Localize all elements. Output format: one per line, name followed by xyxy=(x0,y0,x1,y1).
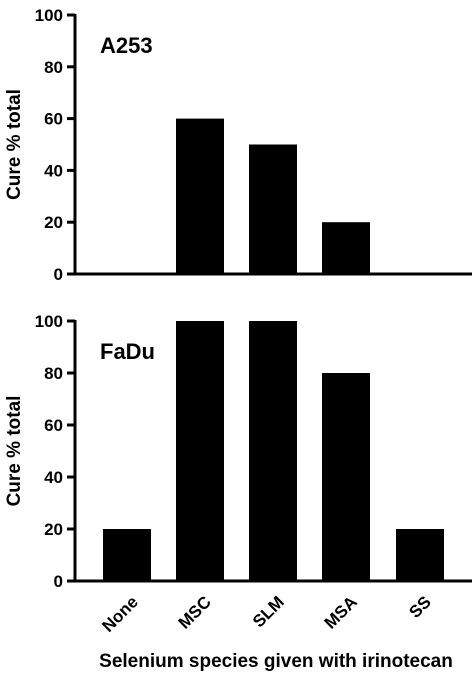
y-axis-title: Cure % total xyxy=(4,396,25,507)
x-axis-title: Selenium species given with irinotecan xyxy=(99,651,453,672)
x-tick-label-slm: SLM xyxy=(249,592,288,631)
y-tick-label: 20 xyxy=(44,213,63,232)
y-tick-label: 80 xyxy=(44,58,63,77)
chart-panel-fadu: 0 20 40 60 80 100 Cure % total FaDu None MSC SLM MS… xyxy=(4,312,472,636)
bar-msc xyxy=(176,118,224,274)
x-tick-label-msa: MSA xyxy=(321,592,361,632)
y-tick-label: 0 xyxy=(54,265,63,284)
y-tick-label: 40 xyxy=(44,161,63,180)
bar-msa xyxy=(322,222,370,274)
bar-slm xyxy=(249,144,297,274)
chart-panel-a253: 0 20 40 60 80 100 Cure % total A253 xyxy=(4,6,472,284)
y-axis-title: Cure % total xyxy=(4,89,25,200)
x-tick-label-msc: MSC xyxy=(175,592,215,632)
panel-label: FaDu xyxy=(100,339,155,364)
y-tick-label: 100 xyxy=(35,312,63,331)
y-tick-label: 60 xyxy=(44,110,63,129)
bar-msa xyxy=(322,373,370,581)
bar-msc xyxy=(176,321,224,581)
x-tick-label-none: None xyxy=(98,592,141,635)
y-tick-label: 100 xyxy=(35,6,63,25)
bar-none xyxy=(103,529,151,581)
y-tick-label: 80 xyxy=(44,364,63,383)
bar-slm xyxy=(249,321,297,581)
y-tick-label: 20 xyxy=(44,520,63,539)
y-tick-label: 60 xyxy=(44,416,63,435)
y-tick-label: 0 xyxy=(54,572,63,591)
x-tick-label-ss: SS xyxy=(405,592,434,621)
panel-label: A253 xyxy=(100,33,153,58)
bar-ss xyxy=(396,529,444,581)
y-tick-label: 40 xyxy=(44,468,63,487)
